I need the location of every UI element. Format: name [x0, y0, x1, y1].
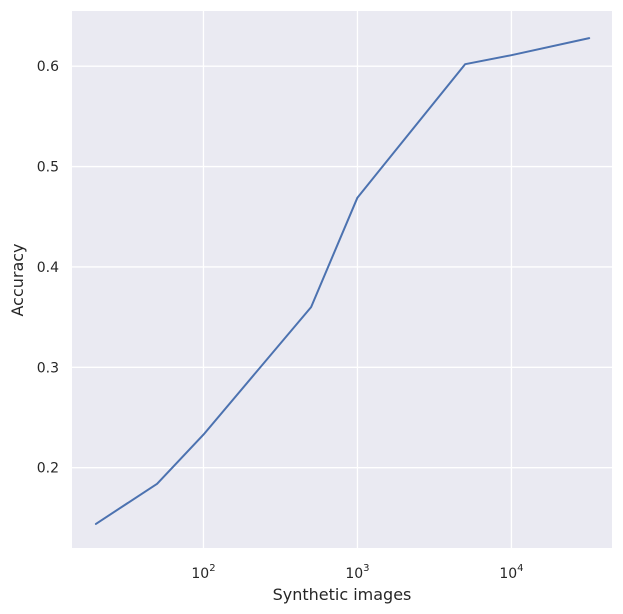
series-line-0 [94, 37, 591, 525]
x-tick-label-0: 102 [191, 563, 215, 582]
x-axis-label: Synthetic images [273, 585, 412, 604]
x-tick-label-2: 104 [499, 563, 523, 582]
y-axis-label: Accuracy [8, 243, 27, 316]
grid-lines [72, 11, 612, 548]
y-tick-label-4: 0.6 [37, 59, 59, 75]
x-tick-exponent-0: 2 [209, 563, 215, 574]
y-tick-label-2: 0.4 [37, 260, 59, 276]
series-layer [94, 37, 591, 525]
x-tick-base-0: 10 [191, 566, 209, 582]
plot-area [72, 11, 612, 548]
x-tick-exponent-1: 3 [363, 563, 369, 574]
x-tick-base-2: 10 [499, 566, 517, 582]
y-tick-label-0: 0.2 [37, 461, 59, 477]
y-tick-label-3: 0.5 [37, 160, 59, 176]
x-tick-exponent-2: 4 [517, 563, 523, 574]
x-tick-labels: 102 103 104 [191, 563, 523, 582]
x-tick-base-1: 10 [345, 566, 363, 582]
y-tick-label-1: 0.3 [37, 360, 59, 376]
y-tick-labels: 0.2 0.3 0.4 0.5 0.6 [37, 59, 59, 476]
x-tick-label-1: 103 [345, 563, 369, 582]
